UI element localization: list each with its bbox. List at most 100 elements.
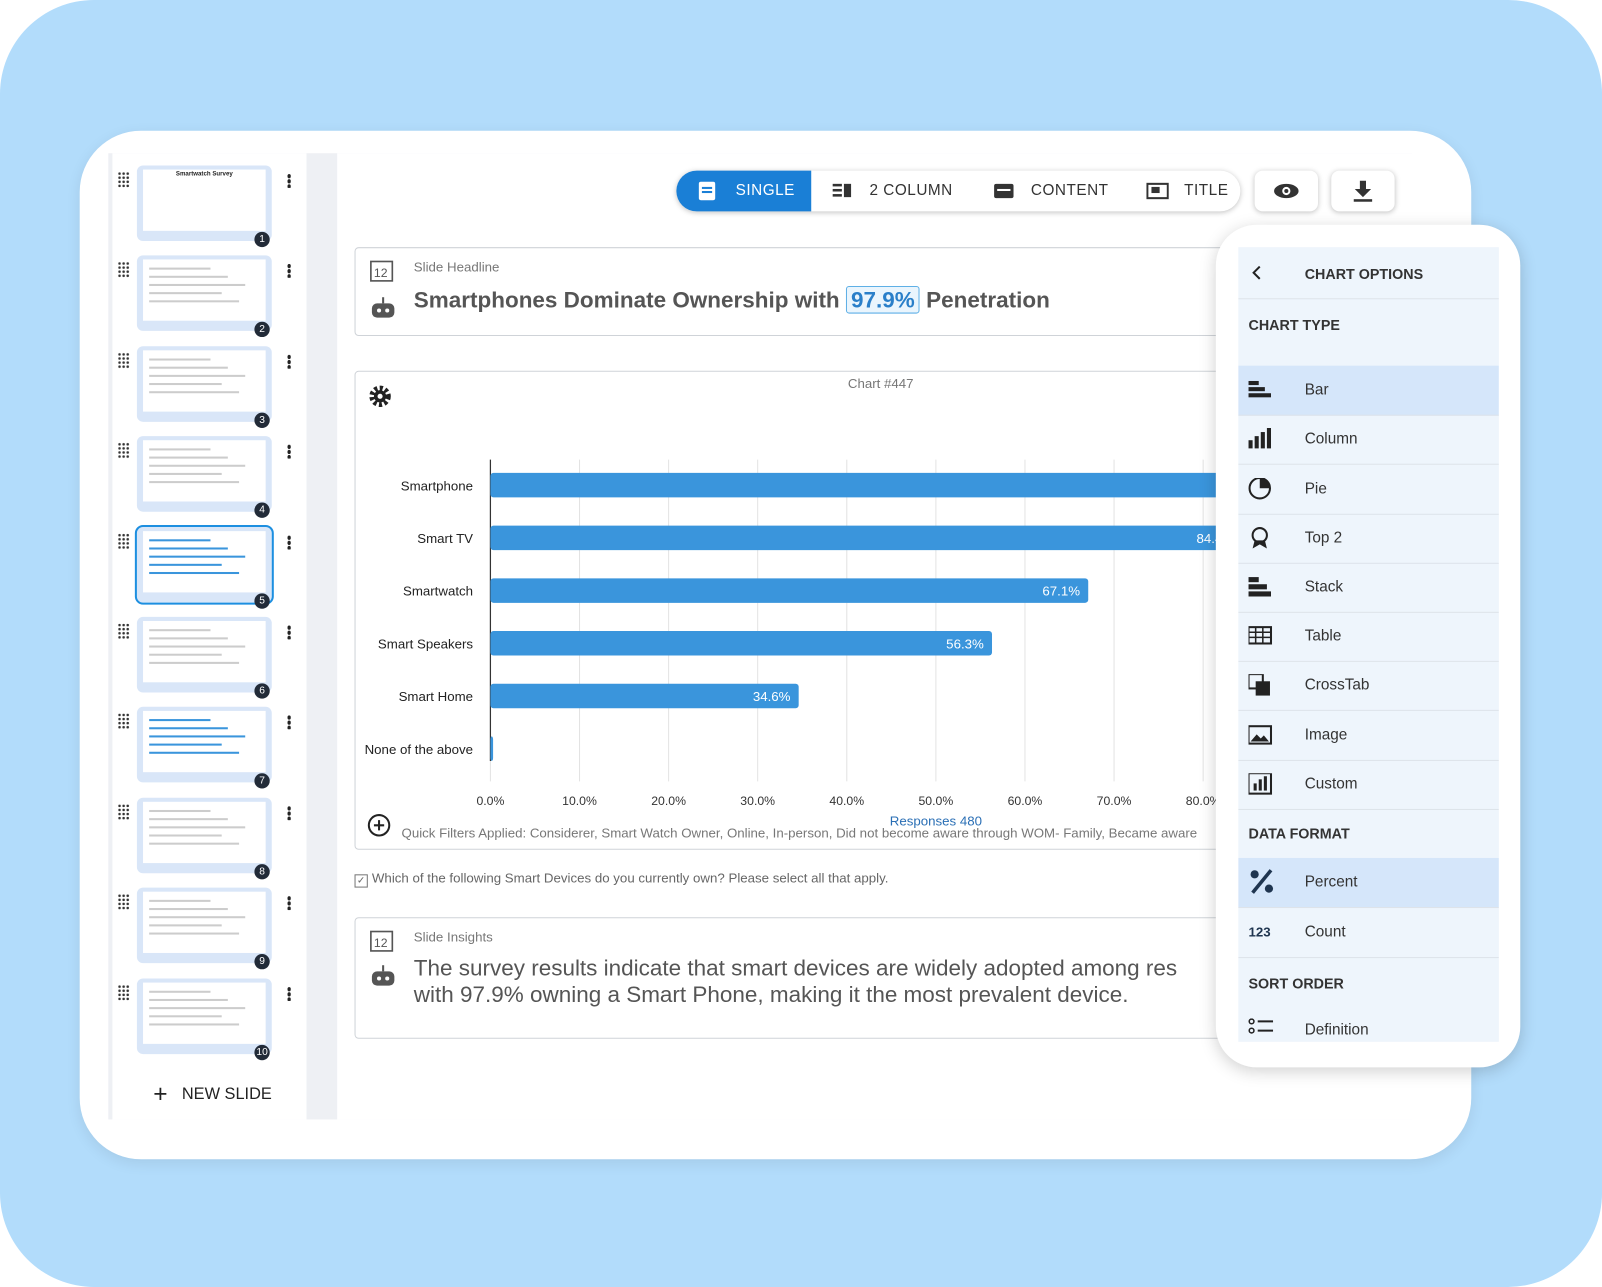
slide-line: [149, 382, 222, 385]
x-tick-label: 30.0%: [740, 794, 775, 808]
slide-thumbnail[interactable]: 10: [136, 978, 272, 1060]
preview-button[interactable]: [1254, 170, 1318, 212]
slide-menu[interactable]: [287, 895, 292, 911]
option-row[interactable]: 123 Count: [1238, 908, 1499, 959]
option-label: Top 2: [1304, 529, 1343, 547]
slide-page: [143, 982, 266, 1044]
settings-icon[interactable]: [368, 384, 393, 409]
layout-icon: [832, 183, 852, 198]
x-tick-label: 50.0%: [919, 794, 954, 808]
drag-handle[interactable]: [117, 893, 130, 911]
option-icon: [1248, 1018, 1274, 1034]
slide-line: [149, 727, 228, 730]
option-icon: [1248, 428, 1271, 449]
slide-thumbnail[interactable]: 3: [136, 346, 272, 428]
option-row[interactable]: Bar: [1238, 365, 1499, 416]
slide-thumbnail[interactable]: 2: [136, 255, 272, 338]
option-row[interactable]: Column: [1238, 415, 1499, 466]
drag-handle[interactable]: [117, 532, 130, 550]
slide-title: Smartwatch Survey: [175, 171, 233, 178]
option-row[interactable]: Definition: [1238, 1006, 1499, 1042]
slide-sidebar: + NEW SLIDE Smartwatch Survey 1 2 3 4 5 6 7 8 9 10: [112, 153, 307, 1120]
panel-header: CHART OPTIONS: [1238, 247, 1499, 300]
option-row[interactable]: Image: [1238, 711, 1499, 761]
insights-card: 12 Slide Insights The survey results ind…: [354, 917, 1256, 1039]
option-icon: [1248, 626, 1273, 645]
slide-menu[interactable]: [287, 625, 292, 640]
back-icon[interactable]: [1251, 265, 1263, 280]
option-label: Column: [1304, 430, 1358, 448]
layout-icon: [1146, 182, 1169, 200]
slide-menu[interactable]: [287, 986, 292, 1001]
slide-number: 10: [254, 1044, 270, 1060]
slide-line: [149, 900, 211, 903]
slide-menu[interactable]: [287, 444, 292, 459]
add-filter-icon[interactable]: [367, 813, 392, 838]
slide-line: [149, 473, 222, 476]
new-slide-button[interactable]: + NEW SLIDE: [153, 1080, 272, 1109]
option-row[interactable]: Top 2: [1238, 514, 1499, 564]
slide-line: [149, 538, 211, 541]
layout-label: CONTENT: [1030, 181, 1109, 200]
option-row[interactable]: Custom: [1238, 760, 1499, 810]
download-icon: [1353, 180, 1373, 202]
layout-button[interactable]: TITLE: [1126, 171, 1240, 212]
layout-button[interactable]: 2 COLUMN: [811, 171, 964, 212]
slide-line: [149, 456, 228, 459]
slide-line: [149, 653, 222, 656]
slide-thumbnail[interactable]: 5: [134, 524, 274, 609]
bar: [490, 683, 799, 709]
section-title: SORT ORDER: [1248, 975, 1344, 992]
layout-button[interactable]: SINGLE: [676, 170, 812, 212]
option-row[interactable]: Table: [1238, 612, 1499, 662]
slide-line: [149, 629, 211, 632]
slide-menu[interactable]: [287, 805, 292, 820]
slide-line: [149, 735, 246, 738]
slide-thumbnail[interactable]: 7: [136, 707, 272, 789]
slide-line: [149, 998, 228, 1001]
option-label: Pie: [1304, 479, 1327, 498]
slide-menu[interactable]: [287, 263, 292, 279]
option-row[interactable]: Stack: [1238, 563, 1499, 613]
option-icon: [1248, 477, 1271, 500]
layout-button[interactable]: CONTENT: [973, 171, 1126, 212]
slide-line: [149, 571, 240, 574]
slide-menu[interactable]: [287, 715, 292, 730]
slide-menu[interactable]: [287, 534, 292, 550]
x-tick-label: 60.0%: [1008, 794, 1043, 808]
drag-handle[interactable]: [117, 352, 130, 369]
drag-handle[interactable]: [117, 171, 130, 188]
slide-thumbnail[interactable]: 4: [136, 436, 272, 519]
option-icon: [1248, 380, 1271, 398]
option-row[interactable]: Percent: [1238, 857, 1499, 909]
slide-line: [149, 752, 240, 755]
slide-line: [149, 358, 211, 361]
slide-line: [149, 292, 222, 295]
bar: [490, 736, 494, 761]
robot-icon: [371, 965, 395, 986]
headline-icon: 12: [370, 260, 394, 282]
download-button[interactable]: [1331, 170, 1395, 212]
slide-thumbnail[interactable]: 9: [136, 887, 272, 970]
slide-menu[interactable]: [287, 354, 292, 369]
drag-handle[interactable]: [117, 623, 130, 640]
drag-handle[interactable]: [117, 713, 130, 730]
slide-line: [149, 817, 228, 820]
slide-menu[interactable]: [287, 173, 292, 188]
question-text: Which of the following Smart Devices do …: [371, 870, 889, 886]
drag-handle[interactable]: [117, 803, 130, 820]
slide-line: [149, 268, 211, 271]
slide-thumbnail[interactable]: 6: [136, 616, 272, 699]
slide-number: 8: [254, 863, 270, 880]
option-row[interactable]: CrossTab: [1238, 661, 1499, 711]
drag-handle[interactable]: [117, 261, 130, 279]
slide-page: [143, 801, 266, 863]
slide-thumbnail[interactable]: 8: [136, 797, 272, 880]
option-row[interactable]: Pie: [1238, 464, 1499, 515]
slide-thumbnail[interactable]: Smartwatch Survey 1: [136, 165, 272, 248]
drag-handle[interactable]: [117, 442, 130, 459]
chart-title: Chart #447: [848, 376, 914, 391]
drag-handle[interactable]: [117, 984, 130, 1001]
